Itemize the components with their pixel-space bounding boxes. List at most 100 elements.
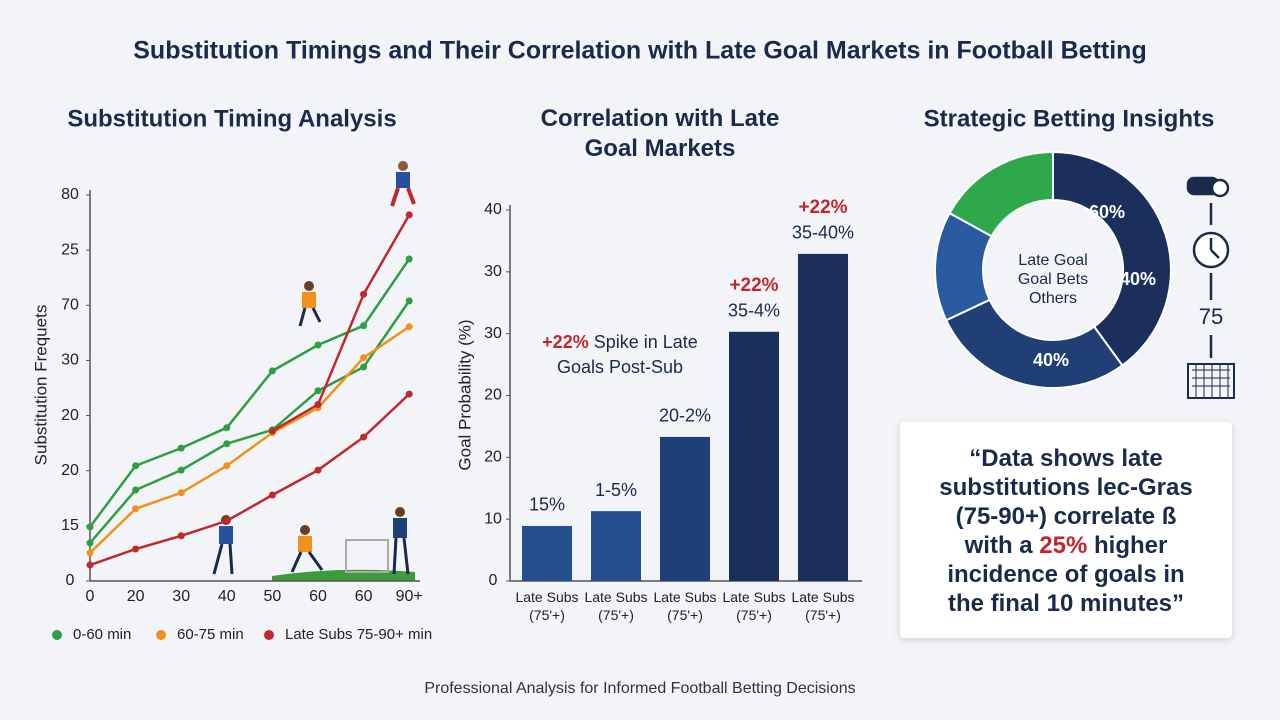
x-tick-label: Late Subs (75'+) — [515, 589, 579, 623]
decor — [212, 161, 1235, 581]
x-tick-label: Late Subs (75'+) — [722, 589, 786, 623]
quote-text: higher — [1087, 532, 1168, 559]
bar-label: 20-2% — [659, 406, 711, 426]
legend-marker — [264, 630, 274, 640]
data-point — [86, 561, 94, 569]
annotation-text: Spike in Late Goals Post-Sub — [556, 332, 698, 377]
y-tick-label: 10 — [484, 510, 502, 527]
y-tick-label: 70 — [61, 297, 79, 314]
legend-label: Late Subs 75-90+ min — [285, 626, 432, 643]
data-point — [177, 466, 185, 474]
donut-segment — [948, 150, 1054, 238]
donut-segment — [944, 298, 1124, 389]
chart-title: Correlation with Late Goal Markets — [540, 105, 780, 162]
bar-label: 35-40% — [792, 223, 854, 243]
bar — [522, 525, 572, 581]
bar-label: 35-4% — [728, 301, 780, 321]
x-tick-label: 20 — [127, 588, 145, 605]
data-point — [405, 297, 413, 305]
data-point — [360, 290, 368, 298]
quote-highlight: 25% — [1039, 532, 1088, 559]
donut-segment — [1052, 150, 1172, 367]
x-tick-label: Late Subs (75'+) — [584, 589, 648, 623]
data-point — [223, 440, 231, 448]
data-point — [360, 322, 368, 330]
annotation-highlight: +22% — [542, 332, 589, 352]
chart-title: Strategic Betting Insights — [924, 105, 1215, 132]
data-point — [86, 539, 94, 547]
data-point — [268, 367, 276, 375]
data-point — [223, 462, 231, 470]
x-tick-label: 60 — [355, 588, 373, 605]
data-point — [86, 523, 94, 531]
data-point — [405, 211, 413, 219]
x-tick-label: 40 — [218, 588, 236, 605]
bar — [729, 331, 779, 581]
segment-label: 40% — [1120, 269, 1156, 289]
quote-text: with a — [964, 532, 1040, 559]
icon-label: 75 — [1199, 304, 1223, 329]
data-point — [132, 462, 140, 470]
data-point — [268, 491, 276, 499]
bar-label: 15% — [529, 495, 565, 515]
data-point — [268, 427, 276, 435]
data-point — [223, 424, 231, 432]
line-series — [89, 325, 410, 554]
x-tick-label: 0 — [86, 588, 95, 605]
line-series — [271, 214, 411, 433]
x-tick-label: Late Subs (75'+) — [653, 589, 717, 623]
line-series — [88, 258, 411, 528]
segment-label: 40% — [1033, 350, 1069, 370]
legend-label: 0-60 min — [73, 626, 131, 643]
y-tick-label: 20 — [484, 387, 502, 404]
bar — [798, 253, 848, 581]
segment-label: 60% — [1089, 202, 1125, 222]
y-axis-label: Substitution Frequets — [31, 305, 50, 466]
page-title: Substitution Timings and Their Correlati… — [133, 37, 1146, 65]
data-point — [360, 363, 368, 371]
quote-line: with a 25% higher — [900, 531, 1232, 560]
data-point — [132, 545, 140, 553]
y-tick-label: 0 — [489, 572, 498, 589]
x-tick-label: 30 — [172, 588, 190, 605]
y-tick-label: 80 — [61, 186, 79, 203]
bar-label: 1-5% — [595, 480, 637, 500]
y-axis-label: Goal Probability (%) — [455, 319, 474, 470]
data-point — [177, 444, 185, 452]
data-point — [314, 466, 322, 474]
legend-label: 60-75 min — [177, 626, 244, 643]
data-point — [314, 341, 322, 349]
x-tick-label: 60 — [309, 588, 327, 605]
x-tick-label: Late Subs (75'+) — [791, 589, 855, 623]
data-point — [405, 255, 413, 263]
y-tick-label: 20 — [61, 462, 79, 479]
quote-text: “Data shows late substitutions lec-Gras (7… — [900, 422, 1232, 618]
data-point — [132, 505, 140, 513]
annotation: +22% Spike in Late Goals Post-Sub — [520, 330, 720, 380]
y-tick-label: 40 — [484, 201, 502, 218]
bar-highlight: +22% — [729, 275, 778, 296]
data-point — [177, 489, 185, 497]
data-point — [314, 387, 322, 395]
quote-box: “Data shows late substitutions lec-Gras (7… — [900, 422, 1232, 638]
data-point — [223, 517, 231, 525]
data-point — [405, 390, 413, 398]
y-tick-label: 25 — [61, 241, 79, 258]
line-series — [89, 300, 411, 544]
y-tick-label: 0 — [66, 572, 75, 589]
data-point — [360, 354, 368, 362]
x-tick-label: 90+ — [396, 588, 423, 605]
legend-marker — [52, 630, 62, 640]
data-point — [177, 532, 185, 540]
data-point — [405, 323, 413, 331]
y-tick-label: 30 — [484, 263, 502, 280]
data-point — [86, 549, 94, 557]
footer: Professional Analysis for Informed Footb… — [424, 680, 855, 697]
quote-line: “Data shows late — [969, 445, 1163, 472]
y-tick-label: 20 — [61, 407, 79, 424]
x-tick-label: 50 — [264, 588, 282, 605]
y-tick-label: 30 — [484, 325, 502, 342]
data-point — [360, 433, 368, 441]
